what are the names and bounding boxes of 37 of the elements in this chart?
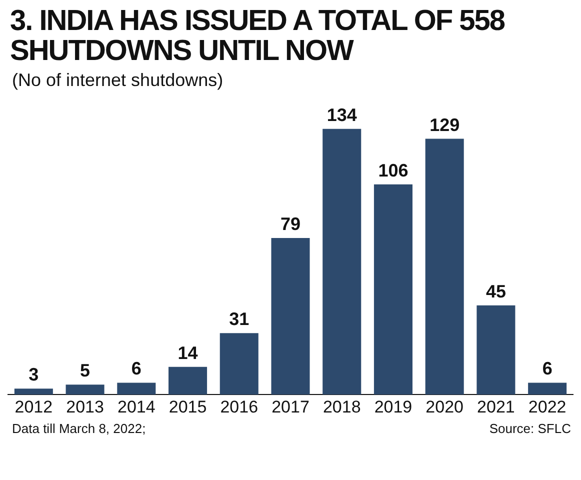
- x-tick-label: 2022: [528, 397, 566, 416]
- x-tick-label: 2015: [168, 397, 207, 416]
- chart-title: 3. INDIA HAS ISSUED A TOTAL OF 558 SHUTDOWNS UNTIL NOW: [9, 4, 506, 67]
- x-tick-label: 2018: [322, 397, 361, 416]
- bar: [14, 388, 53, 395]
- source-note: Source: SFLC: [489, 421, 571, 436]
- bar: [66, 384, 104, 395]
- data-label: 6: [131, 358, 142, 379]
- x-tick-label: 2017: [272, 397, 310, 416]
- x-tick-label: 2012: [14, 397, 53, 416]
- data-label: 106: [378, 160, 408, 180]
- bar: [425, 138, 464, 395]
- bar: [117, 382, 156, 395]
- data-label: 6: [542, 358, 552, 379]
- data-label: 45: [486, 281, 506, 302]
- data-label: 134: [326, 104, 357, 125]
- text: Data till March 8, 2022;: [12, 421, 146, 436]
- x-tick-label: 2019: [374, 397, 412, 416]
- x-tick-label: 2021: [477, 397, 515, 416]
- data-label: 3: [28, 364, 39, 385]
- x-tick-label: 2014: [117, 397, 156, 416]
- bar: [374, 184, 412, 395]
- bar: [322, 128, 362, 395]
- x-tick-label: 2020: [426, 397, 464, 416]
- x-tick-label: 2013: [66, 397, 104, 416]
- data-label: 129: [430, 114, 460, 135]
- data-label: 5: [80, 360, 90, 381]
- bar: [220, 333, 258, 395]
- x-tick-label: 2016: [220, 397, 258, 416]
- bar: [271, 238, 310, 395]
- bar: [476, 305, 516, 395]
- data-label: 14: [178, 342, 198, 363]
- bar: [528, 382, 567, 395]
- bar: [168, 366, 208, 395]
- data-label: 31: [229, 309, 250, 330]
- data-label: 79: [280, 214, 301, 234]
- chart-subtitle: (No of internet shutdowns): [11, 69, 224, 91]
